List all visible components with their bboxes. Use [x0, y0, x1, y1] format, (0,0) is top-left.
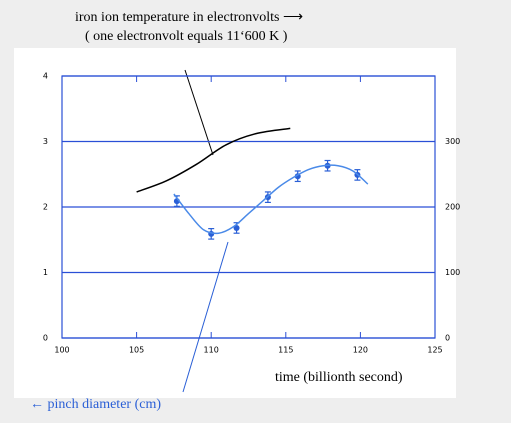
leader-line [182, 241, 229, 393]
y2-tick-label: 200 [445, 203, 460, 212]
line [136, 127, 291, 193]
x-tick-label: 110 [204, 346, 219, 355]
annotation: iron ion temperature in electronvolts ⟶ [75, 10, 303, 25]
y2-tick-label: 300 [445, 137, 460, 146]
x-tick-label: 115 [278, 346, 293, 355]
annotation: ( one electronvolt equals 11‘600 K ) [85, 29, 288, 44]
x-axis-label: time (billionth second) [275, 370, 403, 385]
y-tick-label: 4 [43, 72, 48, 81]
x-tick-label: 100 [54, 346, 69, 355]
annotation: ← pinch diameter (cm) [30, 397, 161, 412]
x-tick-label: 125 [427, 346, 442, 355]
plot-frame [61, 75, 436, 339]
y-tick-label: 1 [43, 268, 48, 277]
line [173, 164, 369, 235]
leader-line [184, 69, 214, 156]
y2-tick-label: 0 [445, 334, 450, 343]
y-tick-label: 0 [43, 334, 48, 343]
y-tick-label: 2 [43, 203, 48, 212]
y2-tick-label: 100 [445, 268, 460, 277]
y-tick-label: 3 [43, 137, 48, 146]
x-tick-label: 120 [353, 346, 368, 355]
x-tick-label: 105 [129, 346, 144, 355]
